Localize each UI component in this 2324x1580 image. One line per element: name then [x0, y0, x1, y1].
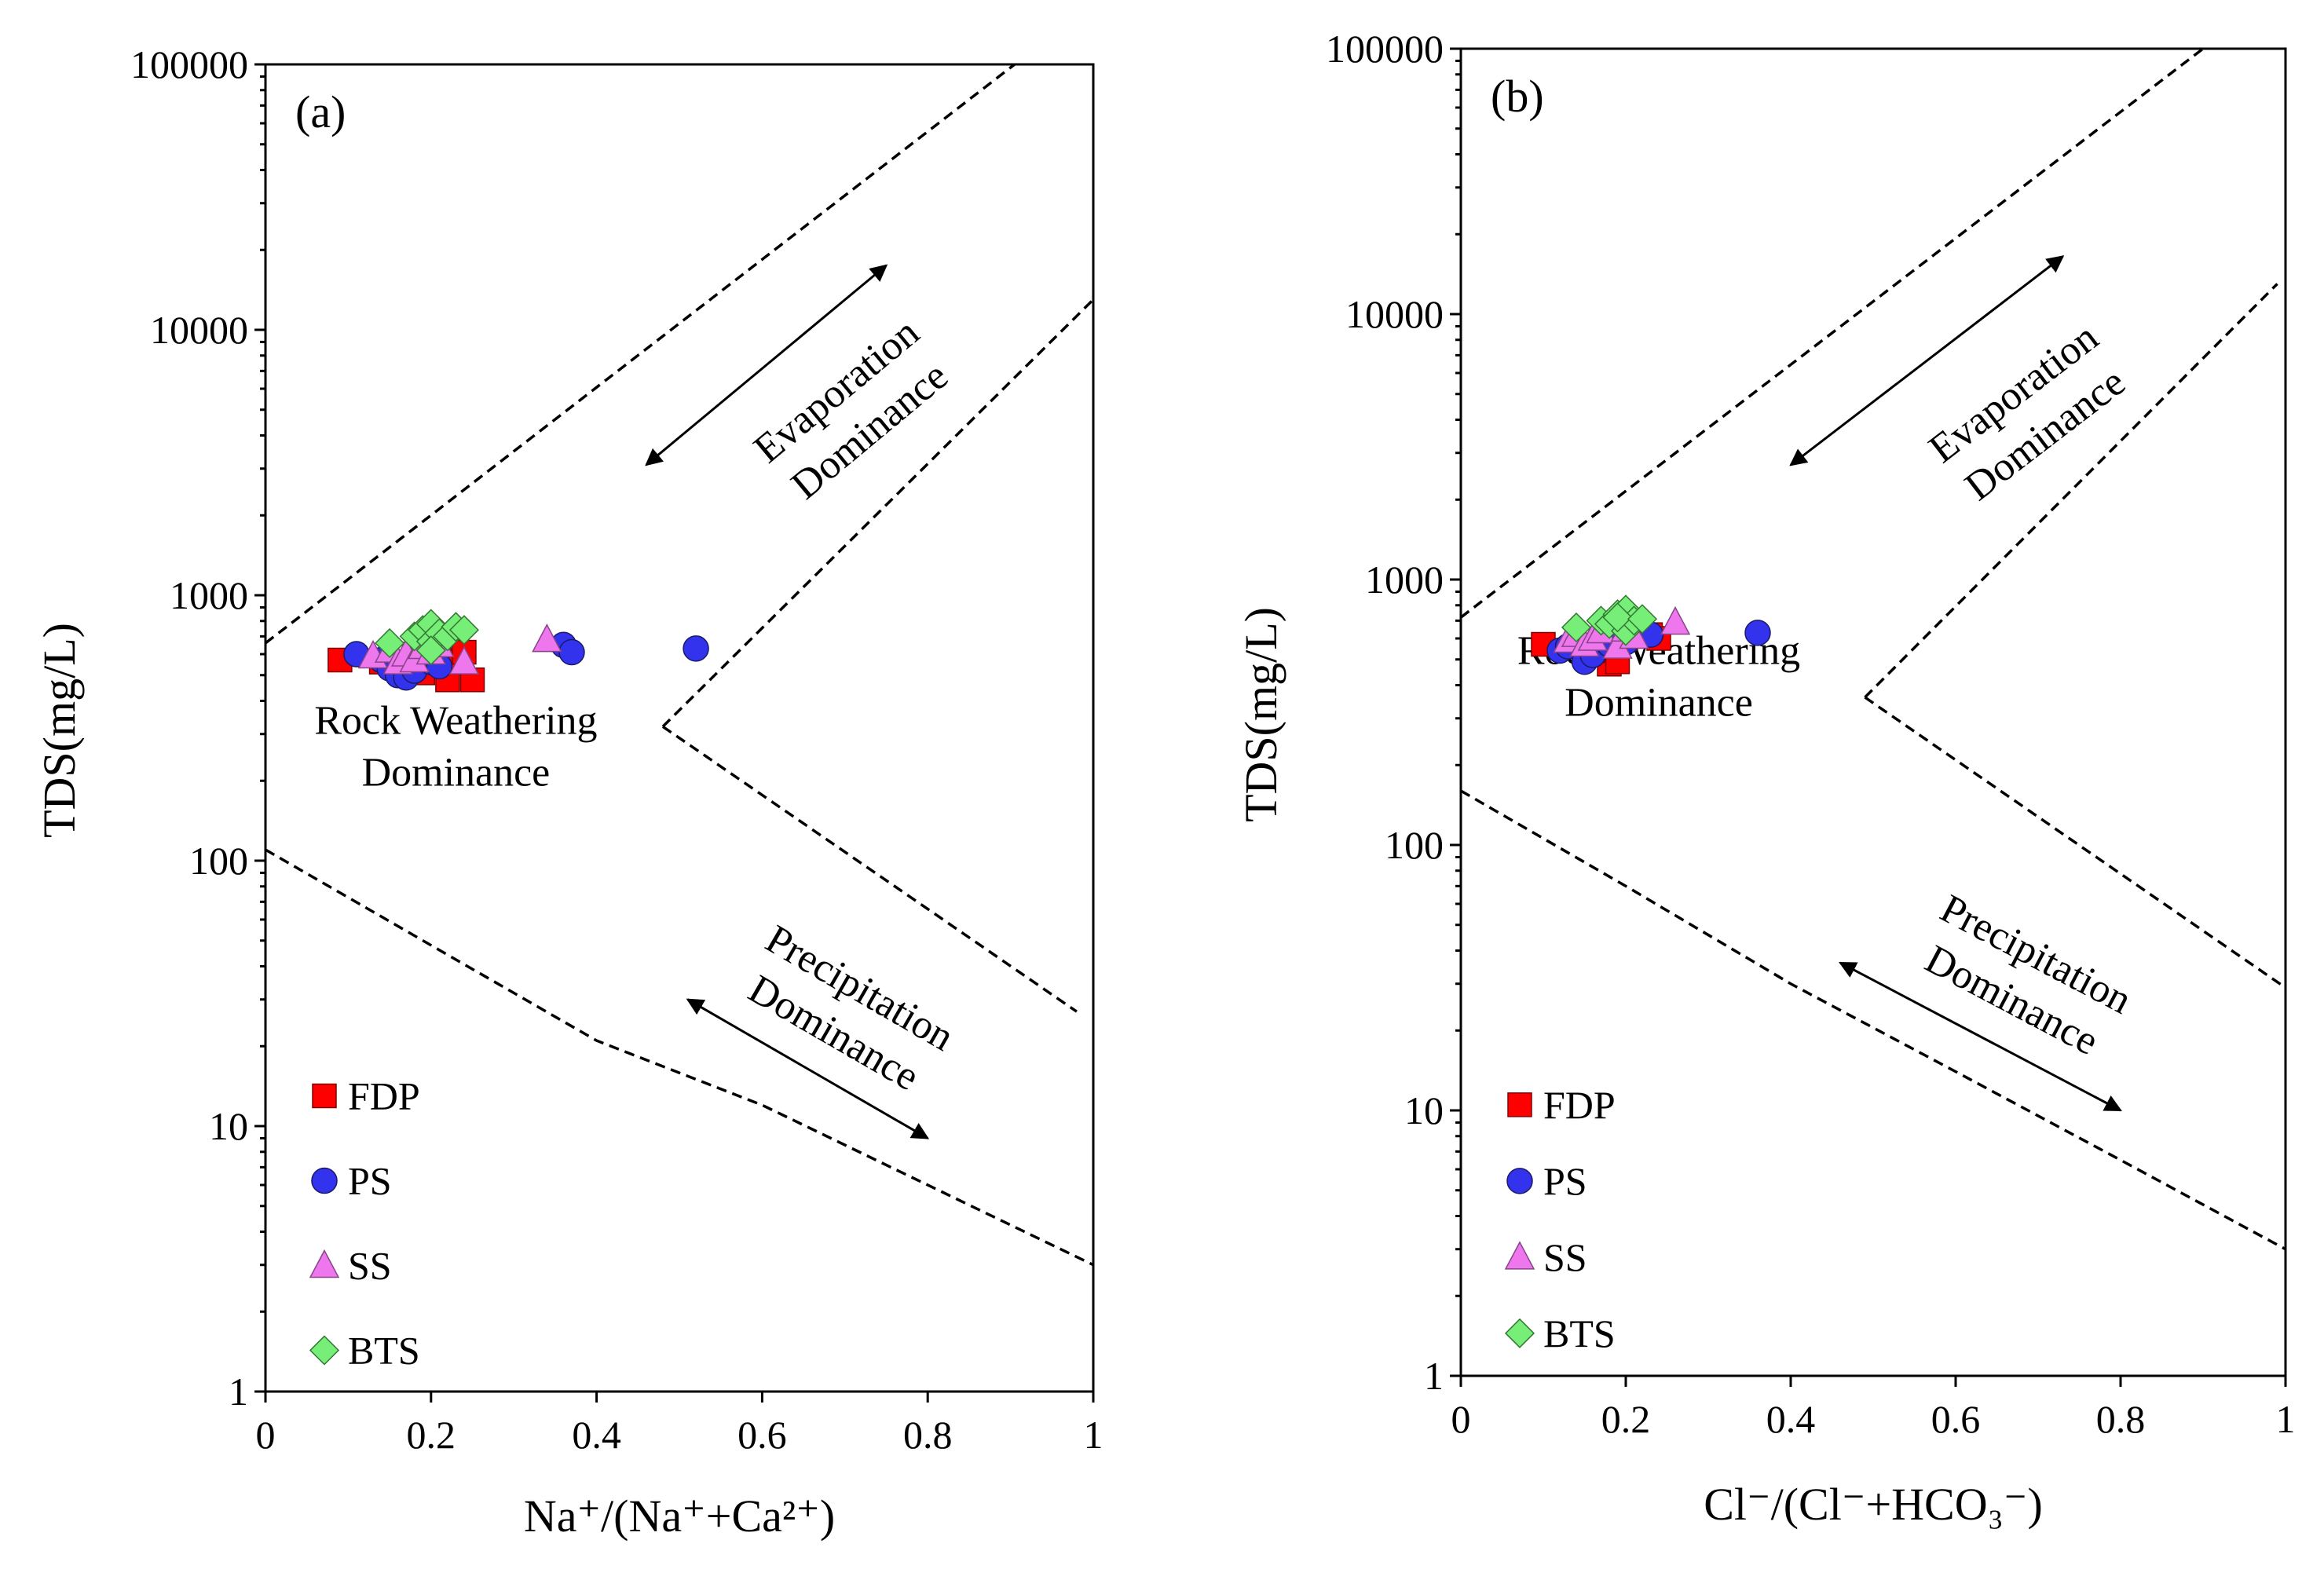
- panel-a-y-tick-label: 10: [209, 1104, 248, 1148]
- panel-a-evaporation-arrow: [645, 264, 888, 466]
- panel-a-ps-point: [683, 635, 709, 662]
- panel-b-plot-frame: [1459, 47, 2287, 1377]
- panel-a-legend: FDP PS SS BTS: [309, 1073, 420, 1372]
- panel-a-y-tick-label: 100000: [130, 42, 248, 86]
- panel-a-legend-ps-marker: [311, 1167, 338, 1194]
- panel-b-x-tick-label: 0: [1451, 1397, 1471, 1441]
- panel-a-x-tick-label: 0.2: [407, 1413, 456, 1457]
- panel-a-x-tick-label: 0.8: [903, 1413, 953, 1457]
- panel-b-y-tick-label: 10: [1404, 1088, 1444, 1132]
- panel-a-chart: 1 10 100 1000 10000 100000 0 0.2 0.4 0.6 0.8 1 TDS(m…: [34, 42, 1103, 1542]
- panel-a-ss-point: [448, 646, 480, 675]
- panel-a-y-tick-label: 100: [189, 839, 248, 883]
- panel-b-evaporation-arrow: [1789, 255, 2065, 466]
- panel-a-y-tick-label: 1: [229, 1370, 248, 1414]
- panel-b-legend-fdp-label: FDP: [1543, 1083, 1616, 1127]
- panel-b-legend-ps-label: PS: [1543, 1159, 1587, 1203]
- panel-b-chart: 1 10 100 1000 10000 100000 0 0.2 0.4 0.6 0.8 1 TDS(m…: [1235, 27, 2296, 1530]
- panel-b-right-lower-boundary: [1864, 696, 2286, 989]
- panel-a-bts-point: [415, 635, 446, 666]
- panel-a-right-upper-boundary: [661, 298, 1093, 728]
- panel-a-plot-frame: [264, 63, 1095, 1393]
- panel-a-upper-boundary: [265, 64, 1016, 645]
- panel-a-x-tick-label: 1: [1084, 1413, 1103, 1457]
- panel-b-legend-bts-label: BTS: [1543, 1311, 1616, 1355]
- panel-a-boundaries: [265, 64, 1093, 1267]
- panel-b-x-tick-label: 0.6: [1931, 1397, 1981, 1441]
- panel-a-legend-fdp-marker: [312, 1083, 337, 1109]
- panel-a-points: [328, 609, 709, 693]
- panel-b-y-tick-label: 1: [1424, 1354, 1444, 1398]
- panel-b-right-upper-boundary: [1864, 283, 2278, 699]
- panel-a-x-tick-label: 0.6: [737, 1413, 787, 1457]
- panel-b-x-tick-label: 1: [2276, 1397, 2296, 1441]
- panel-b-bts-point: [1602, 602, 1633, 633]
- panel-a-y-tick-label: 10000: [150, 308, 248, 352]
- panel-b-bts-point: [1627, 604, 1658, 635]
- panel-b-precipitation-arrow: [1839, 961, 2122, 1112]
- panel-b-points: [1531, 594, 1771, 677]
- panel-b-y-axis-label: TDS(mg/L): [1235, 607, 1286, 822]
- panel-b-rock-weathering-label-line: Dominance: [1565, 681, 1753, 726]
- panel-b-x-axis-label: Cl⁻/(Cl⁻+HCO₃⁻): [1704, 1479, 2043, 1530]
- panel-a-label: (a): [295, 86, 346, 137]
- panel-b-legend-ps-marker: [1506, 1168, 1533, 1194]
- panel-b-legend: FDP PS SS BTS: [1504, 1083, 1616, 1355]
- panel-a-x-tick-label: 0: [256, 1413, 276, 1457]
- panel-a-legend-ss-marker: [309, 1249, 340, 1278]
- panel-b-y-tick-label: 10000: [1345, 292, 1444, 336]
- panel-b-legend-fdp-marker: [1507, 1092, 1532, 1117]
- panel-b-legend-ss-label: SS: [1543, 1235, 1587, 1279]
- panel-b-ps-point: [1744, 620, 1771, 646]
- panel-b-x-tick-label: 0.2: [1601, 1397, 1651, 1441]
- panel-b-legend-ss-marker: [1504, 1241, 1535, 1270]
- panel-b-ss-point: [1660, 605, 1691, 635]
- panel-a-lower-boundary: [265, 848, 1093, 1267]
- panel-a-ps-point: [558, 638, 585, 666]
- panel-b-y-tick-label: 100: [1385, 823, 1444, 867]
- panel-a-ss-point: [532, 624, 562, 653]
- panel-a-legend-bts-marker: [309, 1335, 340, 1366]
- panel-b-y-tick-label: 1000: [1365, 558, 1444, 602]
- panel-b-y-tick-label: 100000: [1326, 27, 1444, 71]
- panel-b-legend-bts-marker: [1504, 1318, 1535, 1348]
- panel-a-legend-bts-label: BTS: [348, 1328, 420, 1372]
- panel-b-x-tick-label: 0.4: [1766, 1397, 1816, 1441]
- panel-a-rock-weathering-label-line: Dominance: [362, 751, 551, 795]
- panel-a-y-tick-label: 1000: [170, 573, 248, 617]
- panel-a-precipitation-arrow: [686, 998, 930, 1139]
- panel-b-x-tick-label: 0.8: [2096, 1397, 2146, 1441]
- panel-a-bts-point: [448, 615, 480, 646]
- panel-b-bts-point: [1561, 612, 1592, 643]
- panel-a-right-lower-boundary: [661, 725, 1078, 1013]
- panel-a-y-axis-label: TDS(mg/L): [34, 623, 85, 838]
- panel-b-label: (b): [1491, 71, 1544, 122]
- panel-a-bts-point: [375, 627, 405, 659]
- panel-a-rock-weathering-label: Rock Weathering Dominance: [314, 699, 597, 795]
- panel-a-legend-ps-label: PS: [348, 1158, 392, 1202]
- panel-a-legend-fdp-label: FDP: [348, 1073, 420, 1117]
- panel-a-legend-ss-label: SS: [348, 1243, 392, 1287]
- panel-a-rock-weathering-label-line: Rock Weathering: [314, 699, 597, 744]
- panel-a-x-axis-label: Na⁺/(Na⁺+Ca²⁺): [524, 1490, 835, 1542]
- panel-a-x-tick-label: 0.4: [572, 1413, 621, 1457]
